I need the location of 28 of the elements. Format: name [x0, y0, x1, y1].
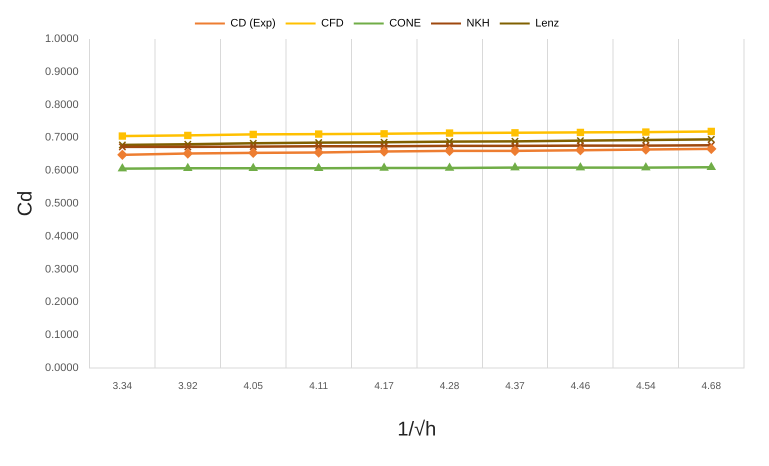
y-tick-label: 0.0000	[44, 362, 79, 374]
legend-label: CD (Exp)	[230, 18, 276, 30]
x-tick-label: 4.68	[702, 380, 722, 392]
y-axis-title: Cd	[14, 190, 37, 216]
y-tick-label: 0.8000	[44, 98, 79, 111]
x-tick-label: 3.92	[178, 380, 198, 392]
x-tick-label: 4.11	[309, 380, 328, 392]
y-tick-label: 0.5000	[44, 198, 79, 210]
legend-label: NKH	[466, 18, 490, 30]
legend-label: CFD	[321, 18, 344, 30]
y-tick-label: 0.3000	[44, 263, 79, 276]
x-tick-label: 4.28	[440, 380, 460, 392]
y-tick-label: 0.6000	[44, 164, 79, 177]
x-axis-title: 1/√h	[397, 418, 436, 441]
x-tick-label: 4.37	[505, 380, 526, 392]
y-tick-label: 0.9000	[44, 66, 79, 78]
x-tick-label: 3.34	[112, 380, 133, 392]
x-tick-label: 4.17	[374, 380, 394, 392]
y-tick-label: 0.2000	[44, 296, 79, 308]
y-tick-label: 0.7000	[44, 132, 79, 144]
x-tick-label: 4.05	[244, 380, 264, 392]
y-tick-label: 1.0000	[44, 33, 79, 46]
legend-label: CONE	[389, 18, 422, 30]
x-tick-label: 4.46	[570, 380, 591, 392]
y-tick-label: 0.1000	[44, 329, 79, 342]
x-tick-label: 4.54	[636, 380, 656, 392]
y-tick-label: 0.4000	[44, 230, 79, 242]
legend-label: Lenz	[535, 18, 560, 30]
